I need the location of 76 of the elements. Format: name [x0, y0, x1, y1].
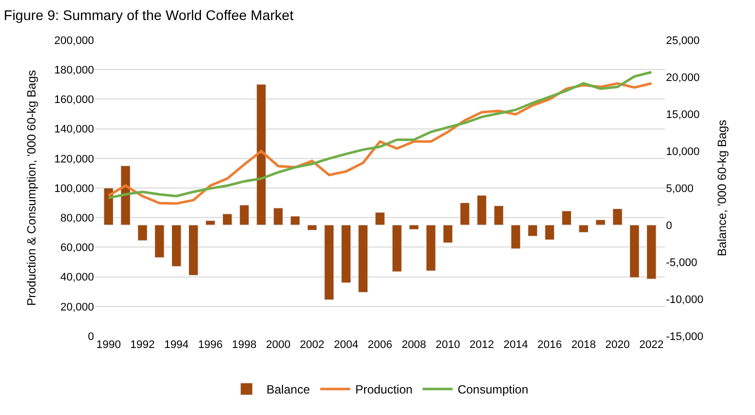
bar [544, 224, 555, 240]
y-tick-label: 40,000 [60, 272, 94, 284]
bar [612, 208, 622, 226]
bar [307, 224, 318, 230]
y-tick-label: 0 [88, 330, 94, 343]
bar [256, 84, 266, 226]
x-tick-label: 2020 [605, 339, 630, 351]
x-tick-label: 2022 [639, 339, 664, 351]
y2-tick-label: 25,000 [666, 34, 700, 47]
bar [290, 216, 300, 226]
bar [426, 224, 436, 272]
x-tick-label: 1992 [130, 339, 155, 351]
x-tick-label: 1996 [198, 339, 223, 351]
bar [392, 224, 402, 272]
y-tick-label: 20,000 [60, 301, 94, 314]
y2-tick-label: 10,000 [666, 146, 700, 158]
bar [630, 224, 640, 278]
y2-tick-label: -10,000 [666, 294, 704, 306]
bar [172, 224, 182, 267]
bar [138, 224, 148, 241]
y-tick-label: 140,000 [54, 124, 94, 136]
bar [409, 224, 419, 230]
bar [460, 202, 470, 226]
x-tick-label: 2004 [334, 339, 358, 351]
bar [562, 210, 572, 226]
legend-label: Production [355, 382, 413, 397]
bar [154, 224, 164, 258]
bar [273, 208, 284, 226]
x-tick-label: 2018 [571, 339, 596, 351]
y-axis-title: Production & Consumption, '000 60-kg Bags [24, 70, 39, 306]
y-tick-label: 60,000 [60, 242, 94, 254]
bar [188, 224, 198, 276]
x-tick-label: 1994 [164, 339, 189, 351]
legend-label: Balance [266, 382, 310, 397]
y2-tick-label: 20,000 [666, 72, 700, 84]
bar [442, 224, 453, 244]
bar [596, 220, 606, 226]
bar [358, 224, 368, 293]
x-tick-label: 2010 [436, 339, 460, 351]
y-tick-label: 100,000 [54, 182, 94, 195]
bar [476, 195, 487, 226]
legend-label: Consumption [458, 382, 528, 397]
bar [646, 224, 656, 280]
bar [120, 166, 130, 226]
bar [324, 224, 334, 300]
y-tick-label: 80,000 [60, 212, 94, 224]
x-tick-label: 2000 [266, 339, 290, 351]
y2-tick-label: 5,000 [666, 182, 694, 195]
x-tick-label: 2012 [470, 339, 494, 351]
x-tick-label: 1990 [96, 339, 121, 351]
bar [528, 224, 538, 236]
y-tick-label: 160,000 [54, 94, 94, 106]
bar [578, 224, 588, 233]
x-tick-label: 2016 [537, 339, 562, 351]
chart-title: Figure 9: Summary of the World Coffee Market [4, 7, 294, 24]
x-tick-label: 2014 [503, 339, 528, 351]
y2-tick-label: 0 [666, 220, 672, 232]
y2-tick-label: -15,000 [666, 330, 704, 343]
x-tick-label: 2006 [368, 339, 392, 351]
bar [341, 224, 351, 283]
y2-tick-label: -5,000 [666, 256, 698, 269]
bar [205, 220, 216, 226]
y-tick-label: 180,000 [54, 64, 94, 76]
bar [510, 224, 521, 249]
x-tick-label: 2002 [300, 339, 324, 351]
y-tick-label: 120,000 [54, 153, 94, 166]
bar [375, 212, 385, 226]
x-tick-label: 1998 [232, 339, 257, 351]
y2-tick-label: 15,000 [666, 108, 700, 121]
y2-axis-title: Balance, '000 60-kg Bags [715, 120, 730, 256]
bar [104, 188, 114, 226]
bar [222, 214, 232, 226]
y-tick-label: 200,000 [54, 34, 94, 47]
x-tick-label: 2008 [402, 339, 426, 351]
bar [494, 206, 504, 226]
bar [239, 204, 250, 226]
